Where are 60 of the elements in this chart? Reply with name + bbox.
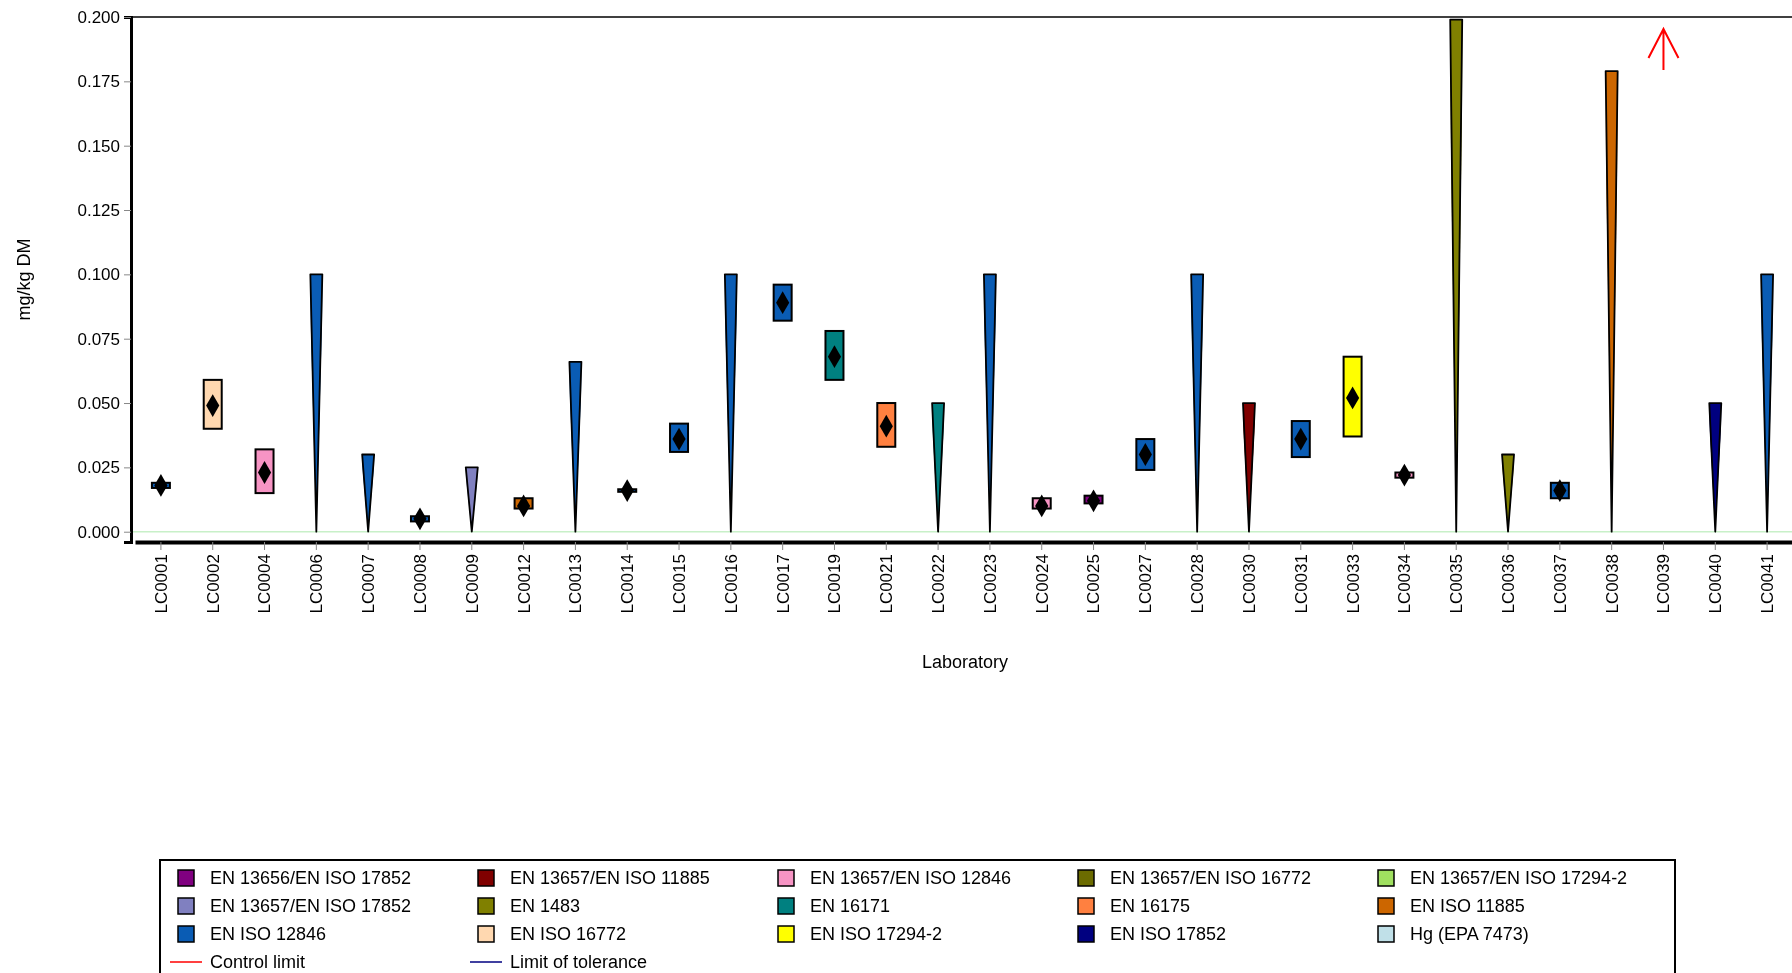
y-axis-title: mg/kg DM <box>14 238 34 321</box>
legend-label: EN ISO 17294-2 <box>810 924 943 945</box>
y-tick-label: 0.175 <box>77 72 120 92</box>
legend-label: EN 16175 <box>1110 896 1191 917</box>
x-tick-label: LC0041 <box>1758 554 1778 614</box>
x-tick-label: LC0033 <box>1343 554 1363 614</box>
x-tick-label: LC0036 <box>1498 554 1518 614</box>
y-tick-label: 0.125 <box>77 200 120 220</box>
x-tick-label: LC0024 <box>1032 554 1052 614</box>
legend-label: EN 13656/EN ISO 17852 <box>210 868 412 889</box>
y-tick-label: 0.100 <box>77 265 120 285</box>
legend-label: EN ISO 16772 <box>510 924 627 945</box>
x-tick-label: LC0038 <box>1602 554 1622 614</box>
legend-label: EN ISO 11885 <box>1410 896 1525 917</box>
legend-label: EN 13657/EN ISO 12846 <box>810 868 1012 889</box>
y-tick-label: 0.075 <box>77 329 120 349</box>
x-tick-label: LC0012 <box>514 554 534 614</box>
legend-label: EN 13657/EN ISO 17294-2 <box>1410 868 1628 889</box>
legend-label: EN 13657/EN ISO 11885 <box>510 868 710 889</box>
y-tick-label: 0.000 <box>77 522 120 542</box>
x-tick-label: LC0023 <box>980 554 1000 614</box>
x-tick-label: LC0015 <box>669 554 689 614</box>
x-tick-label: LC0022 <box>929 554 949 614</box>
x-tick-label: LC0028 <box>1188 554 1208 614</box>
legend-label: EN ISO 17852 <box>1110 924 1227 945</box>
legend-label: EN ISO 12846 <box>210 924 327 945</box>
legend-label: EN 13657/EN ISO 17852 <box>210 896 412 917</box>
x-tick-label: LC0034 <box>1395 554 1415 614</box>
legend-label: Hg (EPA 7473) <box>1410 924 1529 945</box>
x-tick-label: LC0002 <box>203 554 223 614</box>
legend-label: Control limit <box>210 952 306 973</box>
legend-label: EN 13657/EN ISO 16772 <box>1110 868 1312 889</box>
y-tick-label: 0.025 <box>77 458 120 478</box>
legend-label: Limit of tolerance <box>510 952 648 973</box>
x-tick-label: LC0031 <box>1291 554 1311 614</box>
legend-label: EN 16171 <box>810 896 891 917</box>
y-tick-label: 0.150 <box>77 136 120 156</box>
y-tick-label: 0.200 <box>77 7 120 27</box>
x-tick-label: LC0008 <box>410 554 430 614</box>
x-tick-label: LC0039 <box>1654 554 1674 614</box>
y-tick-label: 0.050 <box>77 393 120 413</box>
x-tick-label: LC0030 <box>1239 554 1259 614</box>
x-tick-label: LC0004 <box>255 554 275 614</box>
x-tick-label: LC0009 <box>462 554 482 614</box>
x-tick-label: LC0006 <box>307 554 327 614</box>
x-tick-label: LC0014 <box>618 554 638 614</box>
x-tick-label: LC0027 <box>1136 554 1156 614</box>
x-tick-label: LC0017 <box>773 554 793 614</box>
x-tick-label: LC0013 <box>566 554 586 614</box>
x-tick-label: LC0025 <box>1084 554 1104 614</box>
x-tick-label: LC0040 <box>1706 554 1726 614</box>
x-tick-label: LC0019 <box>825 554 845 614</box>
x-tick-label: LC0007 <box>359 554 379 614</box>
x-axis-title: Laboratory <box>921 652 1009 672</box>
x-tick-label: LC0016 <box>721 554 741 614</box>
x-tick-label: LC0001 <box>151 554 171 614</box>
x-tick-label: LC0021 <box>877 554 897 614</box>
x-tick-label: LC0037 <box>1550 554 1570 614</box>
legend-label: EN 1483 <box>510 896 581 917</box>
x-tick-label: LC0035 <box>1447 554 1467 614</box>
